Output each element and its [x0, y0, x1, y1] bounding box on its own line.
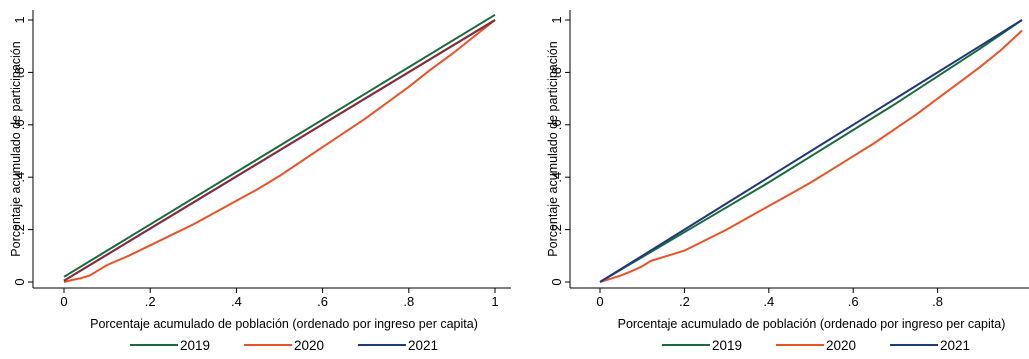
chart1-y-axis-title: Porcentaje acumulado de participación — [9, 41, 23, 256]
chart1-x-tick-label-0: 0 — [60, 294, 67, 309]
chart1-x-tick-label-3: .6 — [317, 294, 328, 309]
chart1-legend-label-2019: 2019 — [180, 338, 210, 353]
chart1-y-tick-label-5: 1 — [12, 16, 27, 23]
chart2-series-2020-line — [599, 29, 1023, 283]
chart1-legend-label-2020: 2020 — [294, 338, 324, 353]
chart2-x-tick-label-1: .2 — [679, 294, 690, 309]
chart2-x-tick-label-4: .8 — [932, 294, 943, 309]
chart2-series-2021-line — [599, 19, 1023, 283]
chart1-x-tick-label-1: .2 — [145, 294, 156, 309]
chart2-y-tick-label-0: 0 — [549, 278, 564, 285]
chart1-x-tick-label-2: .4 — [231, 294, 242, 309]
chart1-y-tick-label-0: 0 — [12, 278, 27, 285]
chart2-x-tick-label-3: .6 — [848, 294, 859, 309]
chart1-legend-label-2021: 2021 — [408, 338, 438, 353]
chart1-x-axis-title: Porcentaje acumulado de población (orden… — [90, 317, 478, 331]
chart2-series-2019-line — [599, 19, 1023, 283]
chart2-y-tick-label-1: .2 — [549, 224, 564, 235]
chart2-x-tick-label-0: 0 — [596, 294, 603, 309]
chart1-series-2019-line — [63, 13, 496, 278]
chart2-x-axis-title: Porcentaje acumulado de población (orden… — [618, 317, 1006, 331]
chart2-y-tick-label-3: .6 — [549, 119, 564, 130]
chart1-y-tick-label-3: .6 — [12, 119, 27, 130]
chart1-series-2020-line — [63, 19, 496, 283]
chart2-legend-label-2021: 2021 — [940, 338, 970, 353]
chart2-legend-label-2019: 2019 — [712, 338, 742, 353]
chart1-x-tick-label-5: 1 — [491, 294, 498, 309]
chart2-y-tick-label-4: .8 — [549, 67, 564, 78]
chart1-y-tick-label-2: .4 — [12, 172, 27, 183]
chart1-series-extra-line — [63, 19, 496, 282]
chart2-y-tick-label-5: 1 — [549, 16, 564, 23]
chart1-y-tick-label-4: .8 — [12, 67, 27, 78]
chart2-y-tick-label-2: .4 — [549, 172, 564, 183]
chart2-legend-label-2020: 2020 — [826, 338, 856, 353]
chart1-y-tick-label-1: .2 — [12, 224, 27, 235]
chart2-x-tick-label-2: .4 — [763, 294, 774, 309]
chart2-y-axis-title: Porcentaje acumulado de participación — [546, 41, 560, 256]
chart1-x-tick-label-4: .8 — [403, 294, 414, 309]
